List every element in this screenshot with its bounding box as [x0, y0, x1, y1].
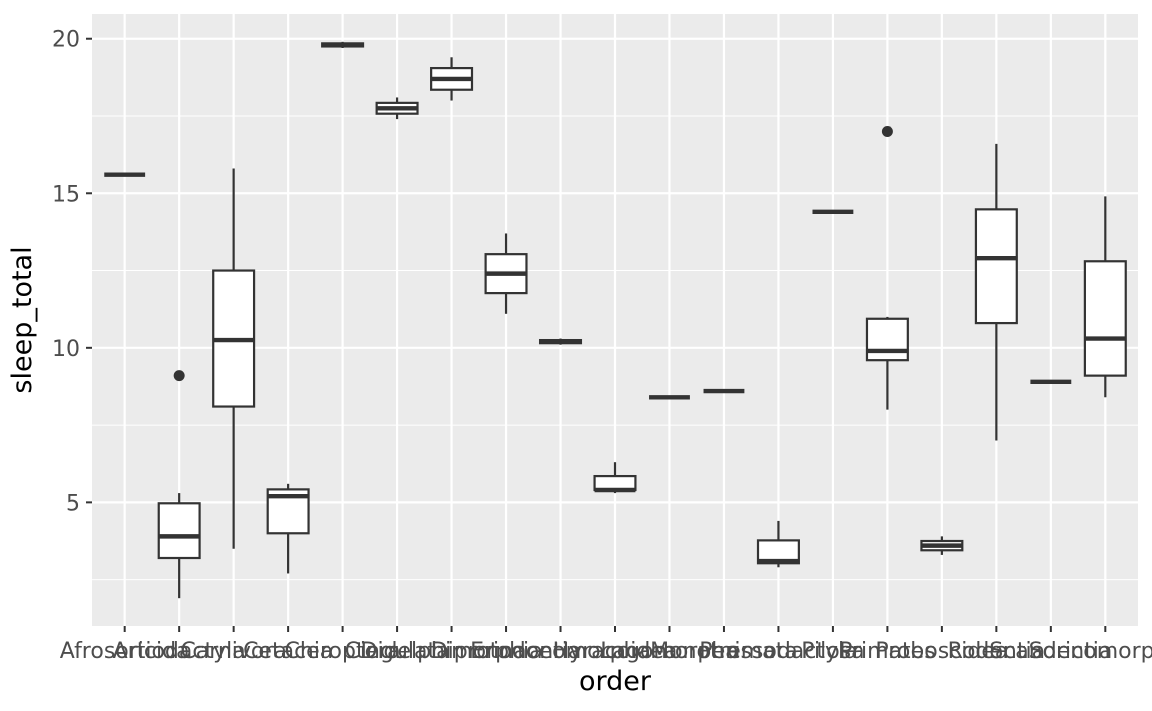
- box: [974, 208, 1018, 325]
- box: [865, 317, 909, 362]
- x-tick-label: Cetacea: [243, 639, 333, 664]
- x-tick-label: Lagomorpha: [600, 639, 739, 664]
- x-tick-label: Monotremata: [650, 639, 798, 664]
- x-tick-label: Didelphimorphia: [361, 639, 543, 664]
- x-tick-label: Artiodactyla: [113, 639, 246, 664]
- y-axis-title: sleep_total: [7, 246, 38, 393]
- x-tick-label: Erinaceomorpha: [470, 639, 651, 664]
- box: [157, 502, 201, 560]
- x-tick-label: Chiroptera: [285, 639, 401, 664]
- y-tick-label: 15: [52, 182, 80, 207]
- x-tick-label: Scandentia: [989, 639, 1112, 664]
- x-tick-label: Primates: [839, 639, 936, 664]
- y-tick-label: 5: [66, 491, 80, 516]
- x-tick-label: Carnivora: [180, 639, 287, 664]
- x-axis-title: order: [579, 666, 652, 697]
- x-tick-label: Rodentia: [948, 639, 1045, 664]
- x-tick-label: Cingulata: [345, 639, 450, 664]
- y-tick-label: 20: [52, 28, 80, 53]
- x-tick-label: Perissodactyla: [699, 639, 857, 664]
- outlier: [173, 370, 185, 382]
- box: [1083, 260, 1127, 377]
- x-tick-label: Proboscidea: [875, 639, 1008, 664]
- y-tick-label: 10: [52, 337, 80, 362]
- outlier: [881, 125, 893, 137]
- x-tick-label: Pilosa: [801, 639, 864, 664]
- x-tick-label: Soricomorpha: [1029, 639, 1152, 664]
- x-tick-label: Afrosoricida: [60, 639, 190, 664]
- x-tick-label: Hyracoidea: [553, 639, 678, 664]
- x-tick-label: Diprotodontia: [431, 639, 582, 664]
